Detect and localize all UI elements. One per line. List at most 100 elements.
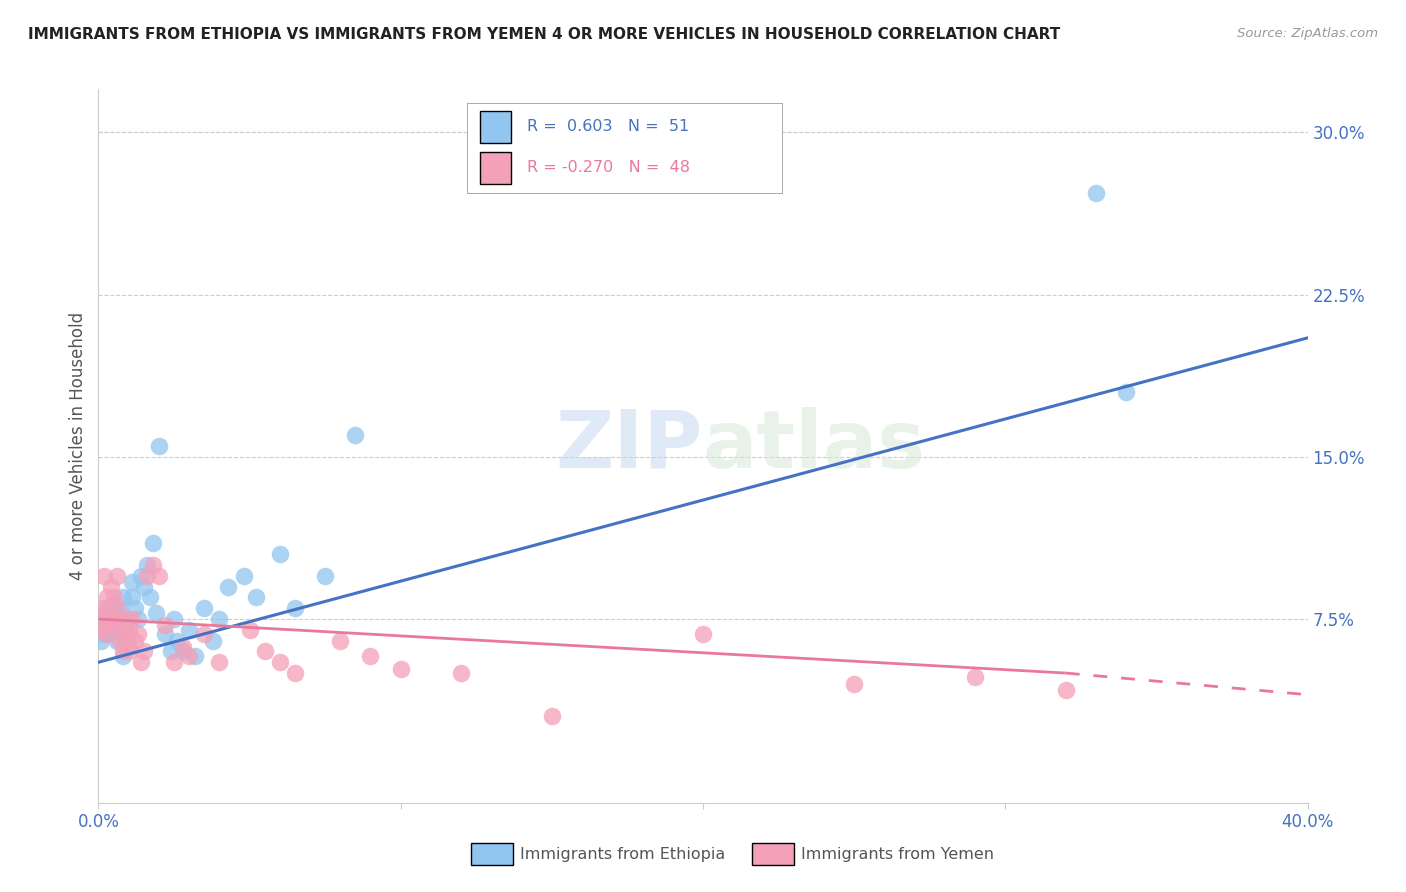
Point <box>208 655 231 669</box>
Point <box>96 601 118 615</box>
Point <box>540 709 562 723</box>
Point <box>105 568 128 582</box>
Point <box>118 640 141 654</box>
Point <box>253 644 276 658</box>
Point <box>135 558 157 572</box>
Point <box>208 612 231 626</box>
Point <box>105 633 128 648</box>
Point <box>193 627 215 641</box>
Point <box>111 644 134 658</box>
Point <box>166 633 188 648</box>
Point <box>111 623 134 637</box>
Point <box>127 612 149 626</box>
Point <box>1085 186 1108 200</box>
Point <box>163 655 186 669</box>
Point <box>90 633 112 648</box>
Point <box>96 627 118 641</box>
Point <box>142 536 165 550</box>
Text: IMMIGRANTS FROM ETHIOPIA VS IMMIGRANTS FROM YEMEN 4 OR MORE VEHICLES IN HOUSEHOL: IMMIGRANTS FROM ETHIOPIA VS IMMIGRANTS F… <box>28 27 1060 42</box>
Point <box>90 601 112 615</box>
Point <box>232 568 254 582</box>
Point <box>160 644 183 658</box>
Point <box>389 662 412 676</box>
Point <box>217 580 239 594</box>
Point <box>360 648 382 663</box>
Point <box>193 601 215 615</box>
Point <box>103 623 125 637</box>
Point <box>145 606 167 620</box>
Point <box>142 558 165 572</box>
Point <box>269 547 291 561</box>
Text: atlas: atlas <box>703 407 927 485</box>
Point <box>121 591 143 605</box>
Point <box>100 606 122 620</box>
Point <box>100 580 122 594</box>
Point <box>132 580 155 594</box>
Point <box>239 623 262 637</box>
Point <box>105 606 128 620</box>
Point <box>118 644 141 658</box>
Point <box>103 597 125 611</box>
Point <box>179 648 201 663</box>
Point <box>93 618 115 632</box>
Point <box>245 591 267 605</box>
Point <box>344 428 367 442</box>
Text: Immigrants from Ethiopia: Immigrants from Ethiopia <box>520 847 725 862</box>
Point <box>284 601 307 615</box>
Point <box>108 601 131 615</box>
Point <box>100 627 122 641</box>
Point <box>844 677 866 691</box>
Point <box>148 568 170 582</box>
Point <box>114 612 136 626</box>
Point <box>965 670 987 684</box>
Point <box>108 612 131 626</box>
Point <box>202 633 225 648</box>
Point <box>121 612 143 626</box>
Point <box>129 655 152 669</box>
Point <box>96 618 118 632</box>
Point <box>114 633 136 648</box>
Point <box>103 591 125 605</box>
Point <box>93 568 115 582</box>
Point <box>105 618 128 632</box>
Point <box>103 612 125 626</box>
Point <box>108 627 131 641</box>
Point <box>93 612 115 626</box>
Point <box>450 666 472 681</box>
Point <box>103 618 125 632</box>
Point <box>153 618 176 632</box>
Point <box>124 633 146 648</box>
Text: Source: ZipAtlas.com: Source: ZipAtlas.com <box>1237 27 1378 40</box>
Point <box>135 568 157 582</box>
Point <box>118 623 141 637</box>
Point <box>129 568 152 582</box>
Point <box>96 606 118 620</box>
Point <box>269 655 291 669</box>
Point <box>172 644 194 658</box>
Y-axis label: 4 or more Vehicles in Household: 4 or more Vehicles in Household <box>69 312 87 580</box>
Point <box>114 627 136 641</box>
Text: Immigrants from Yemen: Immigrants from Yemen <box>801 847 994 862</box>
Point <box>163 612 186 626</box>
Point <box>139 591 162 605</box>
Point <box>124 601 146 615</box>
Point <box>329 633 352 648</box>
Point <box>692 627 714 641</box>
Point <box>1115 384 1137 399</box>
Point <box>96 591 118 605</box>
Point <box>127 627 149 641</box>
Text: ZIP: ZIP <box>555 407 703 485</box>
Point <box>153 627 176 641</box>
Point <box>114 612 136 626</box>
Point <box>93 627 115 641</box>
Point <box>100 612 122 626</box>
Point <box>148 439 170 453</box>
Point <box>184 648 207 663</box>
Point <box>111 591 134 605</box>
Point <box>105 601 128 615</box>
Point <box>111 648 134 663</box>
Point <box>1054 683 1077 698</box>
Point <box>108 633 131 648</box>
Point <box>179 623 201 637</box>
Point <box>121 575 143 590</box>
